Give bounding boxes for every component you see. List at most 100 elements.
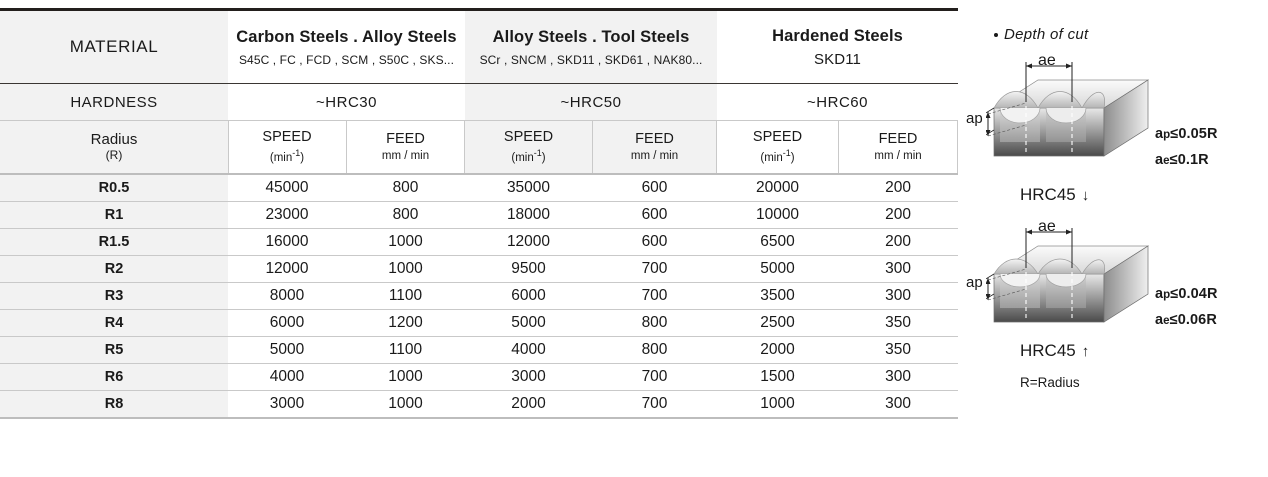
table-row: R4 6000 1200 5000 800 2500 350	[0, 309, 959, 337]
row-g2-feed: 600	[641, 206, 668, 223]
row-g1-feed: 1200	[388, 314, 423, 331]
header-g1-speed: SPEED (min-1)	[228, 120, 346, 175]
radius-footnote: R=Radius	[1020, 375, 1080, 390]
row-radius: R1	[0, 201, 228, 229]
row-g2-speed: 9500	[511, 260, 546, 277]
row-g2-feed: 700	[641, 260, 668, 277]
radius-label-unit: (R)	[105, 148, 123, 163]
header-g1-feed-unit: mm / min	[381, 149, 430, 162]
row-g1-speed: 23000	[265, 206, 309, 223]
material-group-3-title: Hardened Steels	[772, 26, 903, 45]
material-group-3-subtitle: SKD11	[814, 50, 861, 68]
row-g2-feed: 700	[641, 287, 668, 304]
column-header-row: Radius (R) SPEED (min-1) FEED mm / min S…	[0, 120, 959, 175]
hardness-group-3: ~HRC60	[717, 83, 959, 121]
row-g3-speed: 2000	[760, 341, 795, 358]
row-radius: R2	[0, 255, 228, 283]
material-group-2-title: Alloy Steels . Tool Steels	[492, 27, 690, 46]
row-g3-feed: 300	[885, 260, 911, 277]
row-g1-speed: 45000	[265, 179, 309, 196]
header-g2-speed-unit: (min-1)	[511, 147, 546, 164]
row-radius: R0.5	[0, 174, 228, 202]
table-row: R1 23000 800 18000 600 10000 200	[0, 201, 959, 229]
hardness-label: HARDNESS	[0, 83, 228, 121]
header-g3-speed: SPEED (min-1)	[717, 120, 839, 175]
row-g3-feed: 350	[885, 341, 911, 358]
row-g1-feed: 800	[392, 179, 419, 196]
row-g3-feed: 200	[885, 206, 911, 223]
row-g3-speed: 10000	[755, 206, 800, 223]
header-g3-feed-main: FEED	[878, 130, 918, 147]
row-g2-feed: 800	[641, 314, 668, 331]
row-g2-feed: 700	[641, 395, 668, 412]
row-g2-speed: 5000	[511, 314, 546, 331]
bullet-icon	[994, 33, 998, 37]
row-g3-feed: 300	[885, 287, 911, 304]
row-g1-speed: 8000	[269, 287, 305, 304]
row-g1-feed: 1000	[388, 368, 423, 385]
radius-label: Radius (R)	[0, 120, 228, 175]
row-radius: R1.5	[0, 228, 228, 256]
header-g3-speed-main: SPEED	[752, 128, 803, 145]
depth-of-cut-panel: Depth of cut	[966, 0, 1268, 477]
spec-table: MATERIAL Carbon Steels . Alloy Steels S4…	[0, 8, 959, 419]
row-radius: R3	[0, 282, 228, 310]
material-label: MATERIAL	[0, 8, 228, 84]
row-g1-feed: 1100	[388, 287, 423, 304]
header-g2-speed: SPEED (min-1)	[465, 120, 592, 175]
row-radius: R8	[0, 390, 228, 418]
depth-of-cut-heading: Depth of cut	[1004, 26, 1089, 43]
table-row: R3 8000 1100 6000 700 3500 300	[0, 282, 959, 310]
material-group-1-subtitle: S45C , FC , FCD , SCM , S50C , SKS...	[238, 52, 455, 67]
hrc-label-figure-1: HRC45 ↓	[1020, 185, 1090, 204]
row-g3-speed: 3500	[760, 287, 795, 304]
row-g3-speed: 1000	[760, 395, 795, 412]
row-g1-feed: 1100	[388, 341, 423, 358]
row-g1-speed: 12000	[265, 260, 309, 277]
arrow-down-icon: ↓	[1081, 187, 1090, 204]
label-ae-figure-1: ae	[1038, 52, 1056, 69]
row-g1-feed: 1000	[388, 395, 423, 412]
row-radius: R6	[0, 363, 228, 391]
header-g2-feed: FEED mm / min	[592, 120, 718, 175]
row-g1-speed: 4000	[269, 368, 305, 385]
header-g2-feed-main: FEED	[635, 130, 674, 147]
row-g3-speed: 2500	[760, 314, 795, 331]
row-radius: R5	[0, 336, 228, 364]
header-g1-speed-unit: (min-1)	[269, 147, 305, 164]
material-group-3: Hardened Steels SKD11	[717, 8, 959, 84]
hrc-label-figure-2: HRC45 ↑	[1020, 341, 1090, 360]
row-g2-speed: 18000	[506, 206, 551, 223]
row-g2-speed: 4000	[511, 341, 546, 358]
table-row: R2 12000 1000 9500 700 5000 300	[0, 255, 959, 283]
material-group-1: Carbon Steels . Alloy Steels S45C , FC ,…	[228, 8, 465, 84]
material-group-1-title: Carbon Steels . Alloy Steels	[236, 27, 457, 46]
cutting-conditions-table: MATERIAL Carbon Steels . Alloy Steels S4…	[0, 8, 959, 419]
table-row: R1.5 16000 1000 12000 600 6500 200	[0, 228, 959, 256]
row-g3-feed: 200	[885, 179, 911, 196]
hardness-row: HARDNESS ~HRC30 ~HRC50 ~HRC60	[0, 83, 959, 121]
note-ap-figure-1: ap≤0.05R	[1155, 126, 1218, 142]
material-group-2: Alloy Steels . Tool Steels SCr , SNCM , …	[465, 8, 718, 84]
row-g1-feed: 800	[392, 206, 419, 223]
row-g3-speed: 6500	[760, 233, 795, 250]
row-g2-feed: 600	[641, 233, 668, 250]
cut-figure-down-svg	[983, 62, 1150, 157]
row-g2-speed: 3000	[511, 368, 546, 385]
row-g2-feed: 800	[641, 341, 668, 358]
hardness-group-1: ~HRC30	[228, 83, 465, 121]
label-ap-figure-2: ap	[966, 274, 983, 291]
row-g1-speed: 5000	[269, 341, 305, 358]
hardness-group-2: ~HRC50	[465, 83, 718, 121]
row-g2-speed: 12000	[506, 233, 551, 250]
note-ae-figure-1: ae≤0.1R	[1155, 152, 1209, 168]
row-g3-feed: 300	[885, 395, 911, 412]
table-row: R8 3000 1000 2000 700 1000 300	[0, 390, 959, 418]
row-g3-speed: 20000	[755, 179, 800, 196]
table-row: R6 4000 1000 3000 700 1500 300	[0, 363, 959, 391]
row-g2-speed: 35000	[506, 179, 551, 196]
material-group-2-subtitle: SCr , SNCM , SKD11 , SKD61 , NAK80...	[479, 52, 703, 67]
note-ae-figure-2: ae≤0.06R	[1155, 312, 1217, 328]
material-row: MATERIAL Carbon Steels . Alloy Steels S4…	[0, 8, 959, 84]
row-g3-feed: 350	[885, 314, 911, 331]
